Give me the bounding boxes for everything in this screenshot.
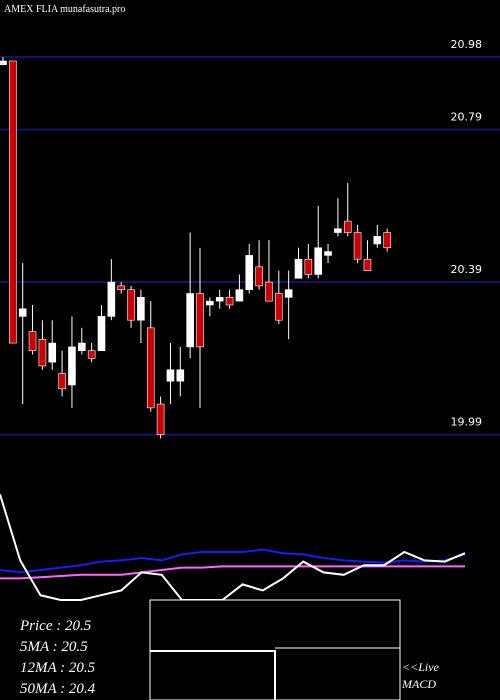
candle-body xyxy=(255,266,263,287)
candle-body xyxy=(166,369,175,382)
candle-body xyxy=(97,316,106,352)
candle-body xyxy=(235,289,244,302)
candle-body xyxy=(127,289,135,321)
candle-body xyxy=(245,255,254,291)
candle-body xyxy=(334,228,342,233)
candle-body xyxy=(68,346,76,386)
candle-body xyxy=(107,281,116,317)
candle-body xyxy=(146,327,155,409)
legend-text: Price : 20.5 xyxy=(19,618,92,634)
candle-body xyxy=(363,258,372,271)
indicator-line xyxy=(0,548,466,574)
y-tick-label: 20.39 xyxy=(451,263,483,276)
candle-body xyxy=(137,297,145,321)
candle-body xyxy=(176,369,185,382)
legend-text: 12MA : 20.5 xyxy=(20,660,96,676)
candle-body xyxy=(58,373,66,390)
candle-body xyxy=(373,236,382,245)
candle-body xyxy=(28,331,37,352)
candle-body xyxy=(274,293,283,321)
candle-body xyxy=(48,342,57,363)
y-tick-label: 20.79 xyxy=(451,111,483,124)
candle-body xyxy=(18,308,27,317)
candle-body xyxy=(196,293,204,348)
candle-body xyxy=(284,289,293,298)
candle-body xyxy=(0,60,7,66)
candle-body xyxy=(78,342,86,352)
candle-body xyxy=(225,297,234,306)
candle-body xyxy=(117,285,125,291)
candle-body xyxy=(353,232,362,260)
candle-body xyxy=(156,403,165,435)
y-tick-label: 19.99 xyxy=(451,416,483,429)
legend-text: 5MA : 20.5 xyxy=(20,639,88,655)
chart-title: AMEX FLIA munafasutra.pro xyxy=(4,4,125,15)
candle-body xyxy=(314,247,323,275)
candle-body xyxy=(265,281,273,302)
candle-body xyxy=(215,297,224,302)
candle-body xyxy=(343,220,352,233)
indicator-line xyxy=(0,494,466,601)
y-tick-label: 20.98 xyxy=(451,38,483,51)
legend-text: 50MA : 20.4 xyxy=(20,681,96,697)
candle-body xyxy=(9,60,17,344)
candle-body xyxy=(38,338,47,367)
candle-body xyxy=(87,350,96,359)
macd-line xyxy=(150,650,276,700)
candle-body xyxy=(206,300,214,306)
candle-body xyxy=(304,258,313,275)
candle-body xyxy=(294,258,303,279)
macd-label: MACD xyxy=(401,677,436,691)
macd-label: <<Live xyxy=(402,660,440,674)
candle-body xyxy=(324,251,332,256)
candle-body xyxy=(186,293,194,348)
indicator-line xyxy=(0,565,465,580)
candle-body xyxy=(383,232,391,249)
